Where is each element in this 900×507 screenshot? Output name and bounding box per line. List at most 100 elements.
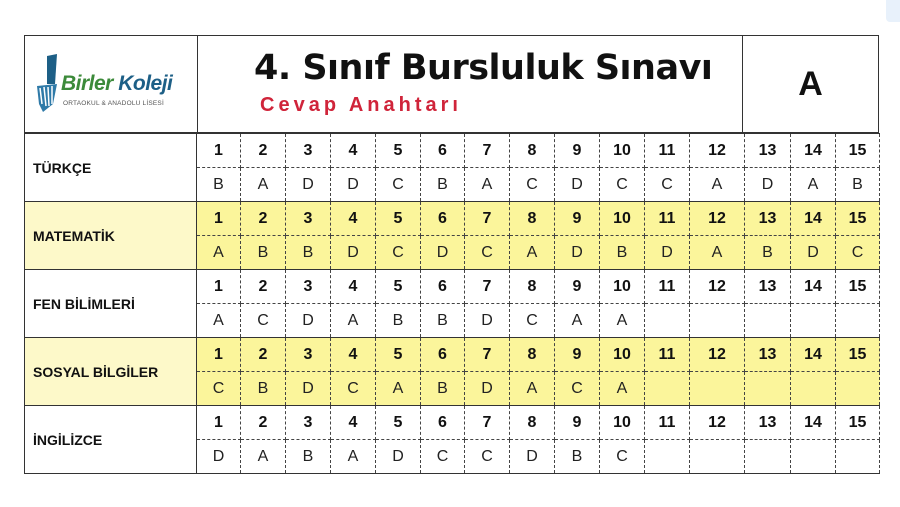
question-number: 15 — [835, 133, 880, 168]
question-number: 6 — [420, 337, 465, 372]
answer-cell: A — [240, 167, 286, 202]
subject-number-row: TÜRKÇE 1 2 3 4 5 6 7 8 9 10 11 12 13 14 15 — [24, 133, 880, 202]
subject-label: İNGİLİZCE — [24, 405, 197, 474]
question-number: 15 — [835, 201, 880, 236]
answer-cell: D — [464, 303, 510, 338]
answer-key-sheet: Birler Koleji ORTAOKUL & ANADOLU LİSESİ … — [24, 35, 880, 474]
question-number: 13 — [744, 337, 791, 372]
question-number: 8 — [509, 337, 555, 372]
question-number: 10 — [599, 133, 645, 168]
answer-cell: D — [509, 439, 555, 474]
question-number: 1 — [196, 133, 241, 168]
answer-cell: B — [196, 167, 241, 202]
subject-label: FEN BİLİMLERİ — [24, 269, 197, 338]
answer-cell: D — [554, 235, 600, 270]
subject-number-row: İNGİLİZCE 1 2 3 4 5 6 7 8 9 10 11 12 13 14 15 — [24, 405, 880, 474]
question-number: 4 — [330, 269, 376, 304]
answer-cell: B — [744, 235, 791, 270]
answer-cell — [689, 303, 745, 338]
answer-cell — [689, 439, 745, 474]
question-number: 1 — [196, 201, 241, 236]
answer-cell — [835, 439, 880, 474]
answer-cell: A — [554, 303, 600, 338]
question-number: 8 — [509, 201, 555, 236]
subject-number-row: FEN BİLİMLERİ 1 2 3 4 5 6 7 8 9 10 11 12 13 14 15 — [24, 269, 880, 338]
question-number: 7 — [464, 337, 510, 372]
answer-cell: A — [599, 303, 645, 338]
question-number: 5 — [375, 337, 421, 372]
question-number: 2 — [240, 201, 286, 236]
question-number: 11 — [644, 201, 690, 236]
logo-subtitle: ORTAOKUL & ANADOLU LİSESİ — [63, 100, 164, 107]
answer-cell: A — [464, 167, 510, 202]
answer-cell — [790, 371, 836, 406]
answer-cell: A — [375, 371, 421, 406]
answer-cell: C — [835, 235, 880, 270]
answer-cell: B — [375, 303, 421, 338]
corner-decoration — [886, 0, 900, 22]
answer-cell: C — [375, 235, 421, 270]
question-number: 9 — [554, 133, 600, 168]
question-number: 15 — [835, 269, 880, 304]
answer-cell: A — [689, 167, 745, 202]
question-number: 12 — [689, 201, 745, 236]
question-number: 14 — [790, 405, 836, 440]
question-number: 11 — [644, 337, 690, 372]
question-number: 7 — [464, 269, 510, 304]
question-number: 7 — [464, 133, 510, 168]
answer-cell: D — [330, 235, 376, 270]
question-number: 8 — [509, 133, 555, 168]
answer-cell: C — [420, 439, 465, 474]
title-block: 4. Sınıf Bursluluk Sınavı Cevap Anahtarı — [198, 36, 743, 132]
answer-cell: C — [196, 371, 241, 406]
answer-cell: C — [599, 439, 645, 474]
question-number: 7 — [464, 405, 510, 440]
question-number: 3 — [285, 133, 331, 168]
answer-cell: C — [644, 167, 690, 202]
question-number: 11 — [644, 133, 690, 168]
answer-cell: C — [240, 303, 286, 338]
question-number: 2 — [240, 269, 286, 304]
question-number: 4 — [330, 337, 376, 372]
answer-cell — [644, 371, 690, 406]
answer-cell — [835, 303, 880, 338]
answer-cell: B — [420, 371, 465, 406]
answer-cell: A — [509, 235, 555, 270]
question-number: 4 — [330, 133, 376, 168]
answer-cell: D — [285, 371, 331, 406]
answer-cell: C — [554, 371, 600, 406]
answer-cell: D — [285, 303, 331, 338]
question-number: 11 — [644, 405, 690, 440]
question-number: 5 — [375, 201, 421, 236]
answer-cell: A — [196, 235, 241, 270]
answer-cell: A — [790, 167, 836, 202]
question-number: 9 — [554, 201, 600, 236]
question-number: 10 — [599, 201, 645, 236]
answer-cell: B — [599, 235, 645, 270]
answer-cell: D — [464, 371, 510, 406]
logo-name-part2: Koleji — [118, 72, 173, 95]
question-number: 5 — [375, 269, 421, 304]
question-number: 12 — [689, 405, 745, 440]
answer-cell: A — [599, 371, 645, 406]
answer-cell: C — [509, 167, 555, 202]
question-number: 10 — [599, 337, 645, 372]
question-number: 13 — [744, 201, 791, 236]
school-logo: Birler Koleji ORTAOKUL & ANADOLU LİSESİ — [25, 36, 198, 132]
answer-cell: C — [464, 235, 510, 270]
answer-cell: C — [599, 167, 645, 202]
question-number: 6 — [420, 201, 465, 236]
question-number: 2 — [240, 405, 286, 440]
question-number: 5 — [375, 133, 421, 168]
question-number: 15 — [835, 337, 880, 372]
subject-number-row: MATEMATİK 1 2 3 4 5 6 7 8 9 10 11 12 13 14 15 — [24, 201, 880, 270]
question-number: 7 — [464, 201, 510, 236]
question-number: 6 — [420, 269, 465, 304]
subject-label: TÜRKÇE — [24, 133, 197, 202]
answer-cell: D — [744, 167, 791, 202]
answer-cell: C — [464, 439, 510, 474]
answer-cell — [744, 303, 791, 338]
